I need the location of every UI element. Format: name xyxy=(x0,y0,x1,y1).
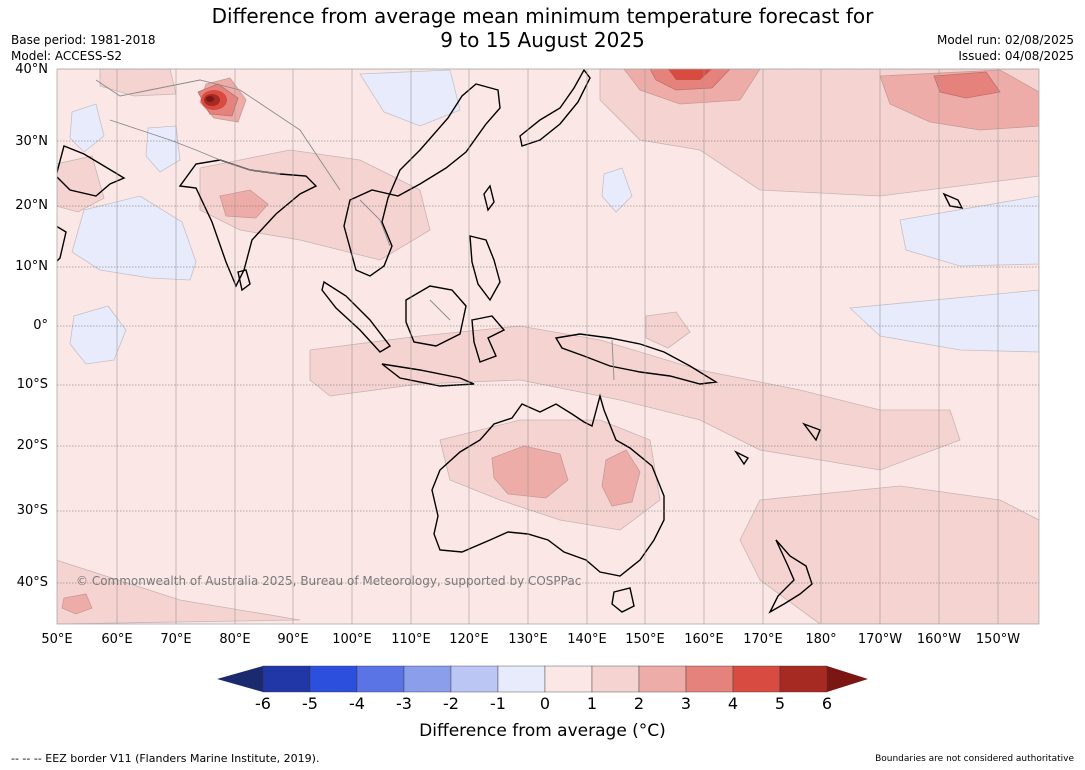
lon-label: 130°E xyxy=(508,632,548,647)
colorbar-tick-label: -1 xyxy=(490,694,506,713)
copyright-notice: © Commonwealth of Australia 2025, Bureau… xyxy=(76,574,582,588)
colorbar-max-extension xyxy=(827,666,868,692)
title-line-1: Difference from average mean minimum tem… xyxy=(211,4,874,28)
lat-label-10n: 10°N xyxy=(15,259,48,274)
lat-label-30s: 30°S xyxy=(16,503,48,518)
colorbar-swatch xyxy=(262,665,311,693)
colorbar-swatch xyxy=(497,665,546,693)
colorbar-title: Difference from average (°C) xyxy=(419,721,666,741)
colorbar-swatch xyxy=(779,665,828,693)
lon-label: 160°E xyxy=(684,632,724,647)
anomaly-high-regions xyxy=(201,69,712,110)
meta-left: Base period: 1981-2018 Model: ACCESS-S2 xyxy=(11,32,156,64)
colorbar-tick-label: -2 xyxy=(443,694,459,713)
lon-label: 160°W xyxy=(916,632,962,647)
colorbar-tick-label: 1 xyxy=(586,694,598,713)
colorbar-tick-label: 5 xyxy=(774,694,786,713)
lat-label-30n: 30°N xyxy=(15,134,48,149)
map-frame xyxy=(56,68,1040,625)
colorbar-swatch xyxy=(403,665,452,693)
colorbar-tick-label: -5 xyxy=(302,694,318,713)
colorbar-swatch xyxy=(450,665,499,693)
base-period: Base period: 1981-2018 xyxy=(11,33,156,47)
colorbar-swatch xyxy=(591,665,640,693)
colorbar-swatch xyxy=(638,665,687,693)
lat-label-20s: 20°S xyxy=(16,438,48,453)
colorbar-tick-label: 4 xyxy=(727,694,739,713)
boundary-disclaimer: Boundaries are not considered authoritat… xyxy=(875,754,1074,764)
model-name: Model: ACCESS-S2 xyxy=(11,49,123,63)
colorbar-tick-label: 2 xyxy=(633,694,645,713)
colorbar-tick-label: 0 xyxy=(539,694,551,713)
lon-label: 120°E xyxy=(449,632,489,647)
lon-label: 170°E xyxy=(743,632,783,647)
colorbar-tick-label: -3 xyxy=(396,694,412,713)
eez-legend: -- -- -- EEZ border V11 (Flanders Marine… xyxy=(11,752,320,765)
lon-label: 90°E xyxy=(277,632,309,647)
graticule xyxy=(57,68,1039,624)
colorbar-min-extension xyxy=(217,666,263,692)
colorbar-swatch xyxy=(732,665,781,693)
colorbar-tick-label: 3 xyxy=(680,694,692,713)
lon-label: 180° xyxy=(805,632,837,647)
lon-label: 150°W xyxy=(975,632,1021,647)
lon-label: 150°E xyxy=(625,632,665,647)
colorbar-tick-label: -6 xyxy=(255,694,271,713)
colorbar-swatch xyxy=(685,665,734,693)
colorbar xyxy=(217,665,868,693)
colorbar-swatch xyxy=(356,665,405,693)
lat-label-40s: 40°S xyxy=(16,575,48,590)
lat-label-40n: 40°N xyxy=(15,62,48,77)
map-title: Difference from average mean minimum tem… xyxy=(0,4,1085,52)
lon-label: 110°E xyxy=(391,632,431,647)
lon-label: 70°E xyxy=(160,632,192,647)
lat-label-20n: 20°N xyxy=(15,198,48,213)
coastlines xyxy=(57,69,964,614)
lon-label: 170°W xyxy=(857,632,903,647)
lat-label-0: 0° xyxy=(33,318,48,333)
lon-label: 80°E xyxy=(219,632,251,647)
country-borders xyxy=(95,79,615,381)
colorbar-swatch xyxy=(309,665,358,693)
lat-label-10s: 10°S xyxy=(16,377,48,392)
colorbar-tick-label: -4 xyxy=(349,694,365,713)
colorbar-swatch xyxy=(544,665,593,693)
issued-date: Issued: 04/08/2025 xyxy=(958,49,1074,63)
model-run: Model run: 02/08/2025 xyxy=(936,33,1074,47)
lon-label: 140°E xyxy=(567,632,607,647)
lon-label: 50°E xyxy=(41,632,73,647)
meta-right: Model run: 02/08/2025 Issued: 04/08/2025 xyxy=(937,32,1074,64)
negative-anomaly-regions xyxy=(69,69,1039,365)
title-line-2: 9 to 15 August 2025 xyxy=(440,28,645,52)
colorbar-tick-label: 6 xyxy=(821,694,833,713)
lon-label: 100°E xyxy=(332,632,372,647)
lon-label: 60°E xyxy=(101,632,133,647)
